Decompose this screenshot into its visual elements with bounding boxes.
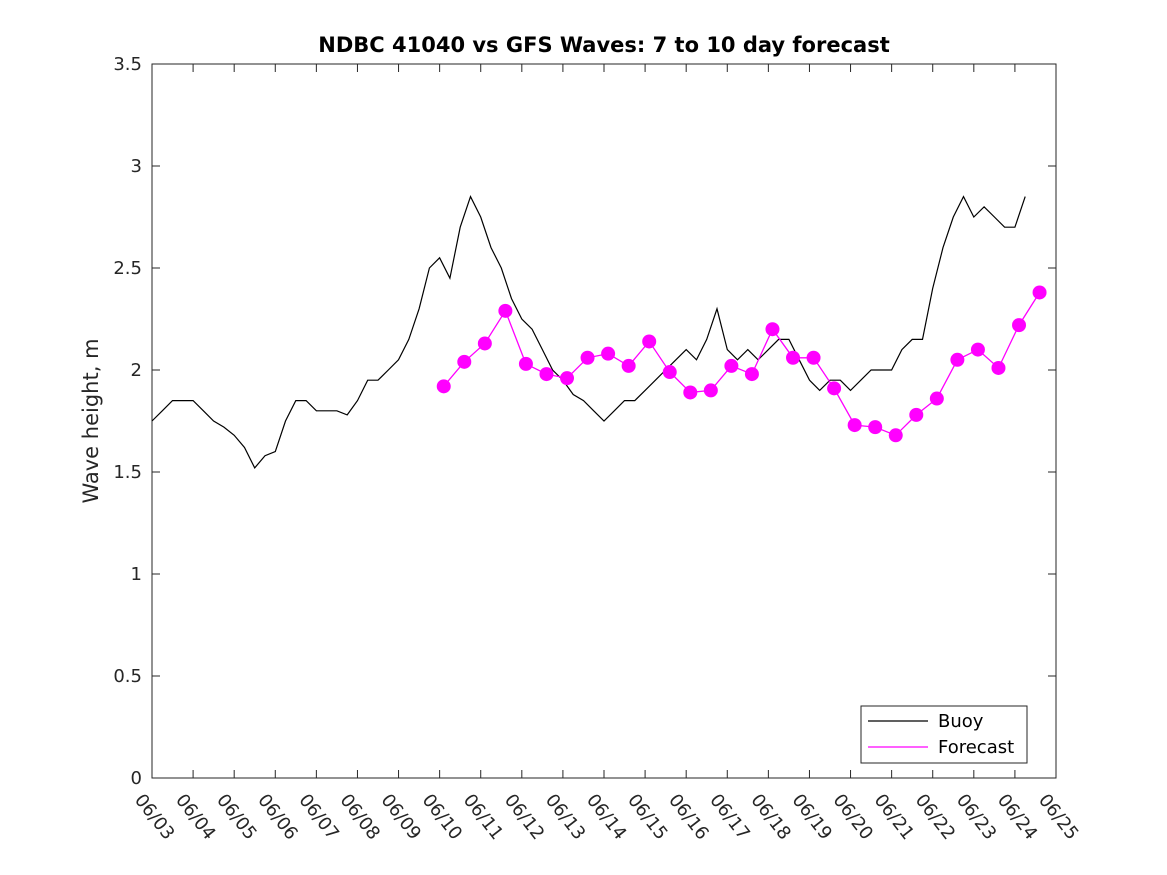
forecast-point bbox=[683, 385, 698, 400]
buoy-series-line bbox=[151, 195, 1026, 469]
legend-box bbox=[860, 705, 1028, 764]
forecast-point bbox=[765, 322, 780, 337]
forecast-point bbox=[621, 358, 636, 373]
forecast-point bbox=[703, 383, 718, 398]
legend: Buoy Forecast bbox=[860, 705, 1028, 764]
forecast-point bbox=[1032, 285, 1047, 300]
forecast-point bbox=[477, 336, 492, 351]
forecast-point bbox=[991, 360, 1006, 375]
forecast-point bbox=[539, 367, 554, 382]
y-tick-label: 2 bbox=[131, 360, 142, 381]
y-tick-label: 1 bbox=[131, 564, 142, 585]
y-tick-label: 3.5 bbox=[113, 54, 142, 75]
forecast-point bbox=[970, 342, 985, 357]
y-tick-label: 0.5 bbox=[113, 666, 142, 687]
forecast-point bbox=[1012, 318, 1027, 333]
forecast-point bbox=[786, 350, 801, 365]
forecast-point bbox=[847, 418, 862, 433]
forecast-point bbox=[601, 346, 616, 361]
forecast-point bbox=[806, 350, 821, 365]
y-tick-label: 3 bbox=[131, 156, 142, 177]
y-tick-label: 2.5 bbox=[113, 258, 142, 279]
forecast-point bbox=[868, 420, 883, 435]
y-tick-label: 1.5 bbox=[113, 462, 142, 483]
forecast-point bbox=[498, 303, 513, 318]
forecast-point bbox=[744, 367, 759, 382]
forecast-point bbox=[580, 350, 595, 365]
forecast-point bbox=[662, 365, 677, 380]
legend-forecast-label: Forecast bbox=[938, 737, 1014, 758]
forecast-point bbox=[950, 352, 965, 367]
forecast-point bbox=[642, 334, 657, 349]
forecast-point bbox=[724, 358, 739, 373]
forecast-point bbox=[929, 391, 944, 406]
forecast-point bbox=[909, 407, 924, 422]
forecast-point bbox=[518, 356, 533, 371]
forecast-point bbox=[436, 379, 451, 394]
legend-buoy-label: Buoy bbox=[938, 711, 984, 732]
forecast-point bbox=[827, 381, 842, 396]
y-tick-label: 0 bbox=[131, 768, 142, 789]
series-layer bbox=[151, 195, 1047, 469]
forecast-point bbox=[560, 371, 575, 386]
forecast-point bbox=[457, 354, 472, 369]
chart-title: NDBC 41040 vs GFS Waves: 7 to 10 day for… bbox=[318, 33, 889, 57]
y-axis-label: Wave height, m bbox=[79, 338, 103, 503]
forecast-point bbox=[888, 428, 903, 443]
